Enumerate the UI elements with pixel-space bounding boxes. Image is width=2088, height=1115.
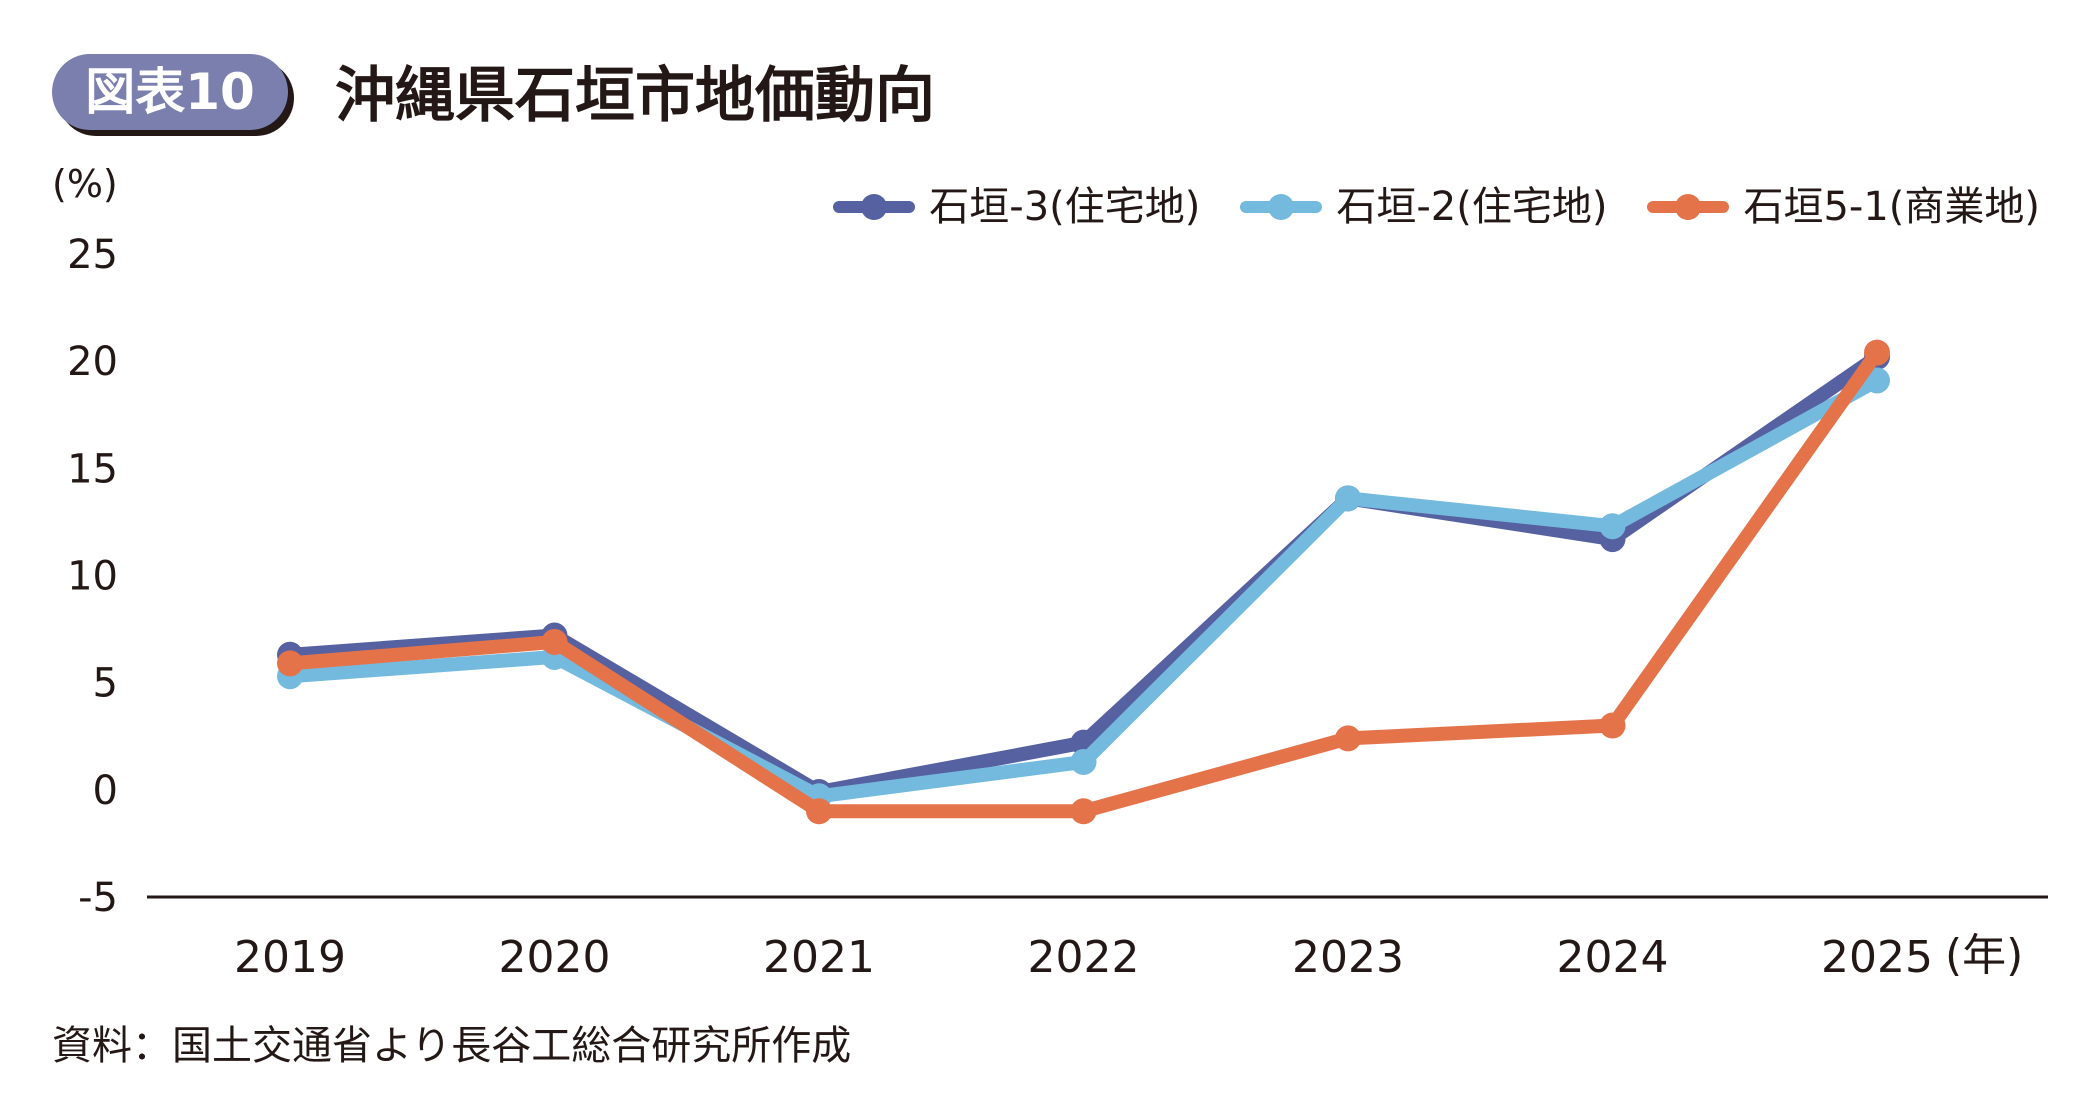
- y-tick-label: -5: [78, 875, 118, 921]
- y-tick-label: 25: [67, 232, 118, 278]
- data-point: [1599, 513, 1626, 540]
- x-axis-ticks: 2019 2020 2021 2022 2023 2024 2025: [234, 932, 1933, 983]
- data-point: [806, 798, 832, 825]
- legend-label: 石垣5-1(商業地): [1743, 184, 2040, 230]
- legend-marker: [861, 194, 888, 220]
- legend: 石垣-3(住宅地) 石垣-2(住宅地) 石垣5-1(商業地): [833, 184, 2040, 230]
- data-point: [277, 650, 303, 677]
- data-point: [1335, 725, 1361, 752]
- legend-label: 石垣-2(住宅地): [1336, 184, 1608, 230]
- data-point: [1864, 367, 1890, 394]
- series-group: [277, 339, 1890, 825]
- y-tick-label: 10: [67, 554, 118, 600]
- y-axis-unit: (%): [52, 162, 118, 206]
- y-tick-label: 0: [93, 768, 118, 814]
- figure-badge: 図表10: [52, 54, 294, 136]
- series-1: [277, 343, 1890, 805]
- data-point: [1335, 485, 1361, 512]
- x-tick-label: 2023: [1292, 932, 1404, 983]
- series-line: [289, 351, 1881, 799]
- x-tick-label: 2021: [763, 932, 875, 983]
- legend-item: 石垣5-1(商業地): [1647, 184, 2040, 230]
- x-tick-label: 2024: [1557, 932, 1669, 983]
- legend-swatch-icon: [833, 184, 916, 230]
- data-point: [541, 628, 568, 655]
- x-axis-unit: (年): [1945, 930, 2023, 981]
- legend-marker: [1268, 194, 1295, 220]
- x-tick-label: 2025: [1821, 932, 1933, 983]
- figure-label: 図表10: [52, 54, 288, 130]
- legend-swatch-icon: [1647, 184, 1730, 230]
- data-point: [1864, 339, 1890, 366]
- source-note: 資料：国土交通省より長谷工総合研究所作成: [52, 1023, 852, 1069]
- data-point: [1599, 712, 1626, 739]
- data-point: [1070, 798, 1097, 825]
- legend-label: 石垣-3(住宅地): [929, 184, 1201, 230]
- legend-marker: [1675, 194, 1702, 220]
- x-tick-label: 2019: [234, 932, 346, 983]
- x-tick-label: 2022: [1028, 932, 1140, 983]
- series-3: [277, 339, 1890, 825]
- x-tick-label: 2020: [499, 932, 611, 983]
- y-axis-ticks: 25 20 15 10 5 0 -5: [67, 232, 118, 921]
- chart-title: 沖縄県石垣市地価動向: [335, 61, 935, 131]
- y-tick-label: 5: [93, 661, 118, 707]
- legend-item: 石垣-2(住宅地): [1240, 184, 1607, 230]
- legend-item: 石垣-3(住宅地): [833, 184, 1200, 230]
- y-tick-label: 15: [67, 446, 118, 492]
- data-point: [1070, 748, 1097, 775]
- y-tick-label: 20: [67, 339, 118, 385]
- legend-swatch-icon: [1240, 184, 1323, 230]
